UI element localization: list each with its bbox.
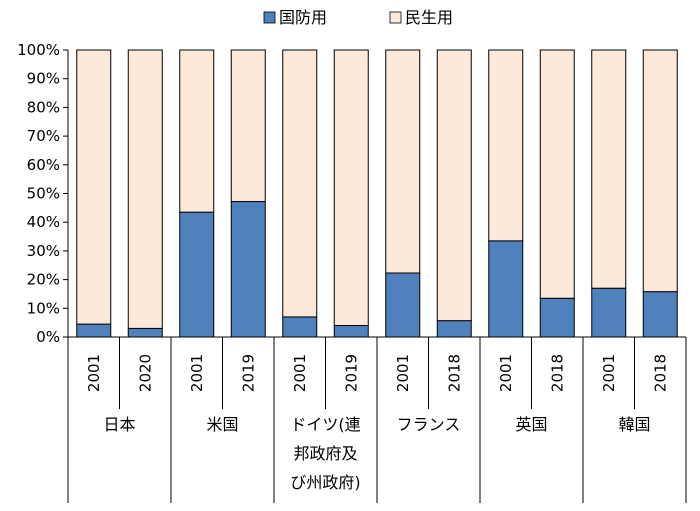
bar-civil-6-2018: [642, 49, 678, 293]
year-label: 2001: [85, 354, 103, 392]
bar-civil-3-2001: [282, 49, 318, 318]
bar-defense-2-2001: [179, 211, 215, 338]
country-label-3: ドイツ(連: [290, 415, 360, 434]
bar-defense-1-2001: [76, 323, 112, 338]
bar-civil-4-2001: [385, 49, 421, 274]
year-label: 2018: [445, 354, 463, 392]
bar-civil-1-2001: [76, 49, 112, 325]
legend-swatch-1: [263, 11, 276, 24]
year-label: 2018: [651, 354, 669, 392]
year-label: 2019: [239, 354, 257, 392]
bar-civil-2-2001: [179, 49, 215, 213]
bar-defense-1-2020: [127, 327, 163, 338]
bar-civil-4-2018: [436, 49, 472, 322]
year-label: 2001: [600, 354, 618, 392]
legend-label-1: 国防用: [279, 8, 327, 27]
y-tick-label: 60%: [27, 156, 60, 174]
country-label-5: 英国: [515, 415, 547, 434]
bar-civil-5-2001: [488, 49, 524, 242]
y-tick-label: 10%: [27, 299, 60, 317]
bar-defense-5-2018: [539, 297, 575, 338]
y-tick-label: 90%: [27, 70, 60, 88]
bar-defense-6-2018: [642, 291, 678, 338]
y-tick-label: 50%: [27, 185, 60, 203]
bar-civil-3-2019: [333, 49, 369, 327]
year-label: 2020: [136, 354, 154, 392]
year-label: 2001: [394, 354, 412, 392]
bar-defense-2-2019: [230, 201, 266, 338]
year-label: 2001: [497, 354, 515, 392]
bar-civil-5-2018: [539, 49, 575, 299]
country-label-2: 米国: [206, 415, 238, 434]
year-label: 2001: [188, 354, 206, 392]
bar-defense-4-2018: [436, 320, 472, 338]
bar-defense-3-2001: [282, 316, 318, 338]
year-label: 2001: [291, 354, 309, 392]
country-label-3: び州政府): [290, 473, 360, 492]
year-label: 2018: [548, 354, 566, 392]
y-tick-label: 0%: [36, 328, 60, 346]
y-tick-label: 30%: [27, 242, 60, 260]
bar-defense-5-2001: [488, 240, 524, 338]
y-tick-label: 100%: [17, 41, 60, 59]
country-label-1: 日本: [103, 415, 135, 434]
y-tick-label: 20%: [27, 271, 60, 289]
y-tick-label: 70%: [27, 127, 60, 145]
bar-defense-4-2001: [385, 272, 421, 338]
legend-swatch-2: [389, 11, 402, 24]
country-label-4: フランス: [397, 415, 461, 434]
bar-defense-6-2001: [591, 287, 627, 338]
bar-civil-6-2001: [591, 49, 627, 289]
bar-defense-3-2019: [333, 325, 369, 338]
year-label: 2019: [342, 354, 360, 392]
y-tick-label: 40%: [27, 213, 60, 231]
country-label-6: 韓国: [618, 415, 650, 434]
bar-civil-2-2019: [230, 49, 266, 203]
y-tick-label: 80%: [27, 98, 60, 116]
bar-civil-1-2020: [127, 49, 163, 329]
legend-label-2: 民生用: [405, 8, 453, 27]
country-label-3: 邦政府及: [293, 444, 357, 463]
